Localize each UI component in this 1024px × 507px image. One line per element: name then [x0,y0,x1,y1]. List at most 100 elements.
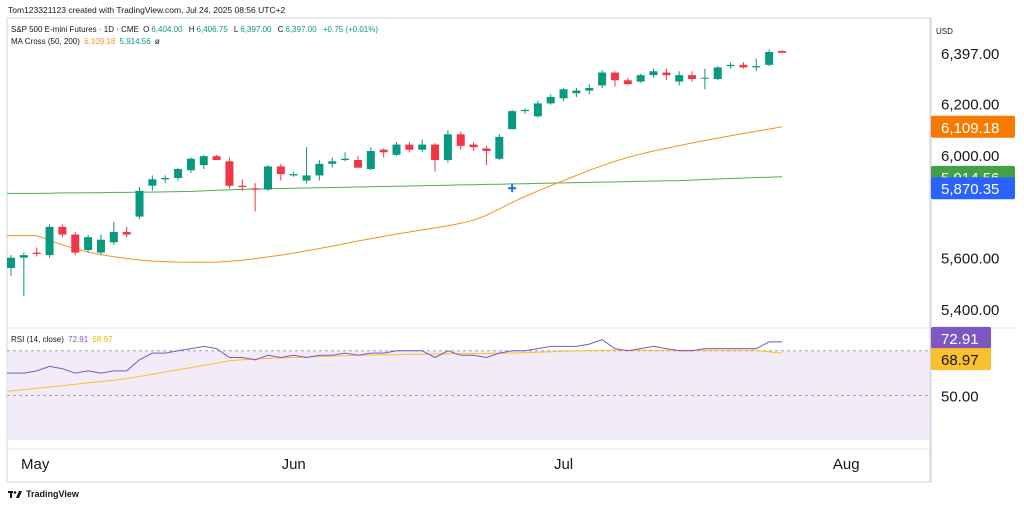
symbol-title: S&P 500 E-mini Futures · 1D · CME [11,25,139,34]
candle [521,108,529,114]
candle [392,142,401,157]
candle [469,142,478,151]
candle-body [148,179,157,186]
candle [675,71,684,86]
candle-body [610,72,619,81]
candle-body [649,71,658,76]
candle-body [212,156,221,160]
rsi-badge: 72.91 [931,326,991,349]
candle [431,143,440,172]
rsi-legend[interactable]: RSI (14, close) 72.91 68.97 [11,335,114,344]
candle [302,147,311,184]
candle [533,100,542,118]
candle-body [521,109,529,112]
ma50-line [7,126,783,263]
candle-body [623,80,632,85]
candle [508,109,517,130]
candle [752,58,761,72]
axes: 6,200.00 6,000.00 5,600.00 5,400.00 6,397.00… [21,46,1015,473]
ma-legend-label: MA Cross (50, 200) [11,37,80,46]
candle [84,234,93,253]
candle-body [392,144,401,155]
candle-body [713,67,722,79]
candle [96,234,105,256]
candle [636,73,645,83]
time-tick-label: May [21,456,50,473]
candle [19,252,28,297]
rsi-legend-label: RSI (14, close) [11,335,64,344]
candle [443,130,452,163]
rsi-pane [7,339,930,440]
candle [135,187,144,220]
candle-body [7,257,15,268]
ohlc-high: H 6,406.75 [188,25,228,34]
candle [688,71,697,82]
candle-body [739,64,748,68]
candle-body [469,144,478,148]
candle-body [752,66,761,68]
candle-body [58,226,67,235]
currency-label: USD [936,27,953,36]
time-tick-label: Jun [282,456,306,473]
price-badge-label: 6,397.00 [941,46,999,63]
candle-body [289,174,298,176]
ma50-value: 6,109.18 [84,37,116,46]
attribution-text: Tom123321123 created with TradingView.co… [8,5,286,15]
candle-body [264,166,272,190]
rsi-ma-badge: 68.97 [931,348,991,371]
candle [585,84,594,95]
symbol-legend[interactable]: S&P 500 E-mini Futures · 1D · CME O 6,404… [11,25,380,34]
candle [199,154,208,169]
price-tick-label: 6,200.00 [941,96,999,113]
rsi-badge-bg [931,326,991,349]
candle [58,224,67,238]
candle-body [675,75,684,82]
candle-body [456,134,465,146]
ma-legend[interactable]: MA Cross (50, 200) 6,109.18 5,914.56 ø [11,37,162,46]
candle [700,68,709,90]
candle [315,160,324,181]
candle-body [572,90,581,94]
time-tick-label: Jul [554,456,573,473]
candle [495,134,504,160]
candle [264,165,272,191]
candle-body [122,232,131,235]
candle-body [225,161,234,186]
price-badge-bg [931,177,1015,200]
candle-body [161,178,170,180]
candle-body [366,151,375,169]
candle [289,171,298,177]
rsi-badge-label: 72.91 [941,331,979,348]
ohlc-change: +0.75 (+0.01%) [322,25,379,34]
candle-body [559,89,568,99]
price-badge: 6,109.18 [931,115,1015,138]
candle [45,224,54,258]
ma-legend-flag: ø [154,37,160,46]
candle [276,163,285,181]
footer[interactable]: TradingView [8,489,79,499]
candle [225,157,234,189]
candle-body [636,75,645,82]
candle [482,145,491,166]
price-badge: 6,397.00 [941,46,999,63]
candle [251,183,260,212]
candle-body [45,226,54,256]
candle-body [302,175,311,181]
candle [598,70,607,88]
candle-body [251,188,260,190]
candle-body [700,77,709,79]
candle-body [765,52,774,65]
price-badge-label: 6,109.18 [941,120,999,137]
candle-body [19,255,28,258]
price-pane [7,49,786,297]
chart-border [6,17,932,483]
rsi-line [7,339,782,374]
ohlc-close: C 6,397.00 [277,25,317,34]
candle [109,221,118,245]
candle-body [495,136,504,159]
price-tick-label: 6,000.00 [941,148,999,165]
candle-body [135,190,144,217]
candle-body [418,144,427,150]
candle-body [71,234,80,253]
